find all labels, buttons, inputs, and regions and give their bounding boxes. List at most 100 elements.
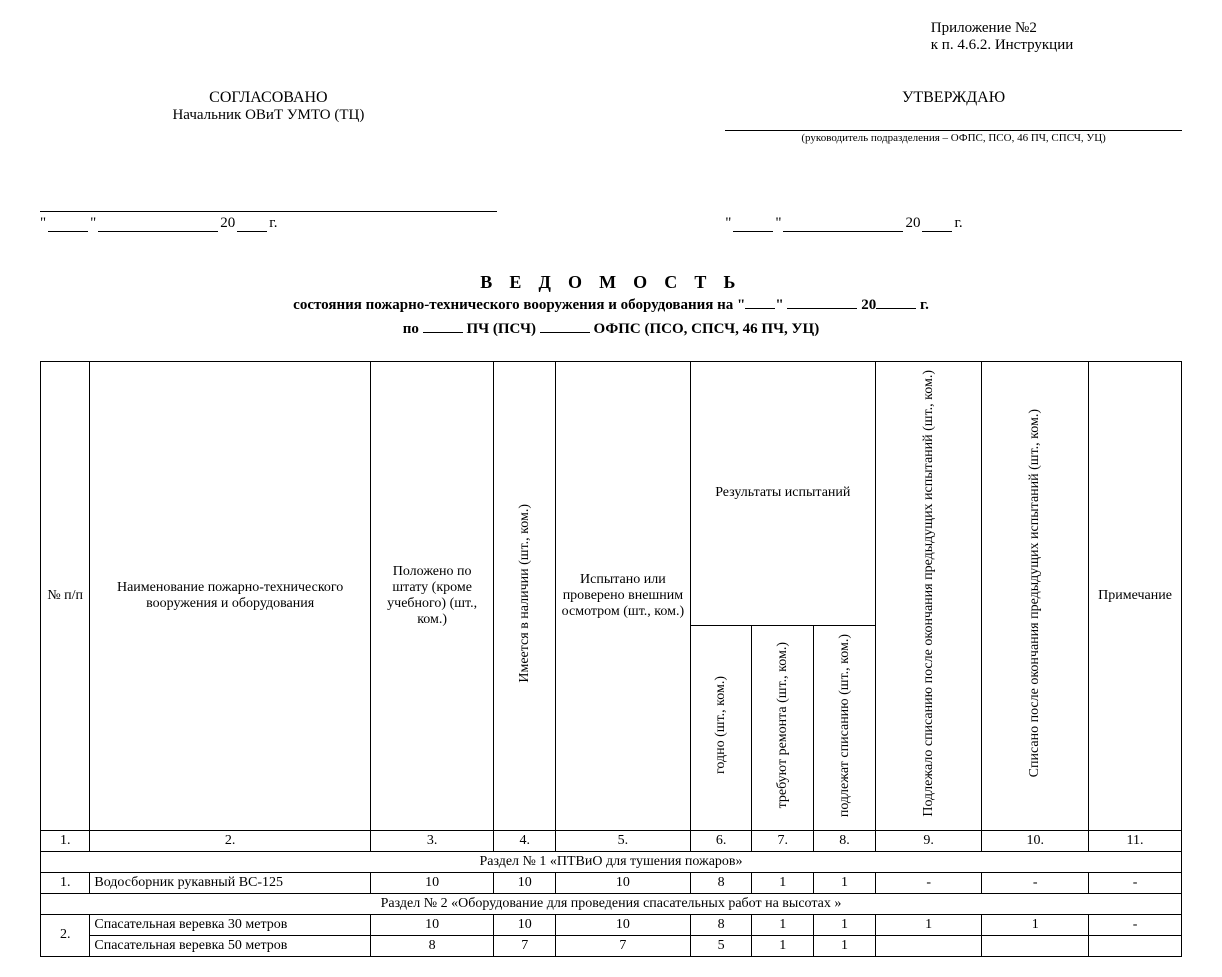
h-c4: Имеется в наличии (шт., ком.) xyxy=(494,362,556,831)
date-row xyxy=(40,194,1182,212)
n3: 3. xyxy=(370,830,493,851)
year-blank xyxy=(237,214,267,232)
r1-v6: - xyxy=(875,872,982,893)
t2c: 20 xyxy=(857,297,876,313)
day-blank xyxy=(48,214,88,232)
h-c3: Положено по штату (кроме учебного) (шт.,… xyxy=(370,362,493,831)
right-hint: (руководитель подразделения – ОФПС, ПСО,… xyxy=(725,132,1182,144)
sec2-text: Раздел № 2 «Оборудование для проведения … xyxy=(41,893,1182,914)
h-c1: № п/п xyxy=(41,362,90,831)
data-row-2: 2. Спасательная веревка 30 метров 10 10 … xyxy=(41,914,1182,935)
t2-year xyxy=(876,308,916,309)
r3-v3: 5 xyxy=(690,935,752,956)
title-main: В Е Д О М О С Т Ь xyxy=(40,272,1182,293)
r3-v6 xyxy=(875,935,982,956)
appendix-line1: Приложение №2 xyxy=(931,20,1182,37)
r2-v5: 1 xyxy=(814,914,876,935)
r1-v7: - xyxy=(982,872,1089,893)
h-c10: Списано после окончания предыдущих испыт… xyxy=(982,362,1089,831)
left-sig-line xyxy=(40,194,497,212)
n6: 6. xyxy=(690,830,752,851)
t2-day xyxy=(745,308,775,309)
n10: 10. xyxy=(982,830,1089,851)
t3b: ПЧ (ПСЧ) xyxy=(463,321,540,337)
r1-v2: 10 xyxy=(556,872,691,893)
month-blank xyxy=(98,214,218,232)
approval-left: СОГЛАСОВАНО Начальник ОВиТ УМТО (ТЦ) xyxy=(40,89,497,144)
h-c8: подлежат списанию (шт., ком.) xyxy=(814,625,876,830)
r1-n: 1. xyxy=(41,872,90,893)
t2-month xyxy=(787,308,857,309)
h-c7-t: требуют ремонта (шт., ком.) xyxy=(775,636,791,814)
t3a: по xyxy=(403,321,423,337)
r1-v0: 10 xyxy=(370,872,493,893)
r3-name: Спасательная веревка 50 метров xyxy=(90,935,371,956)
r3-v7 xyxy=(982,935,1089,956)
r2-v3: 8 xyxy=(690,914,752,935)
year-prefix: 20 xyxy=(220,215,235,232)
t3-b1 xyxy=(423,332,463,333)
h-c2: Наименование пожарно-технического вооруж… xyxy=(90,362,371,831)
data-row-3: Спасательная веревка 50 метров 8 7 7 5 1… xyxy=(41,935,1182,956)
r2-v0: 10 xyxy=(370,914,493,935)
data-row-1: 1. Водосборник рукавный ВС-125 10 10 10 … xyxy=(41,872,1182,893)
date-row-2: "" 20 г. "" 20 г. xyxy=(40,214,1182,232)
r1-v4: 1 xyxy=(752,872,814,893)
n5: 5. xyxy=(556,830,691,851)
r2-v6: 1 xyxy=(875,914,982,935)
r2-n: 2. xyxy=(41,914,90,956)
right-title: УТВЕРЖДАЮ xyxy=(725,89,1182,107)
h-c6: годно (шт., ком.) xyxy=(690,625,752,830)
r2-v7: 1 xyxy=(982,914,1089,935)
date-left-box: "" 20 г. xyxy=(40,214,497,232)
left-title: СОГЛАСОВАНО xyxy=(40,89,497,107)
r1-v1: 10 xyxy=(494,872,556,893)
h-c11: Примечание xyxy=(1089,362,1182,831)
main-table: № п/п Наименование пожарно-технического … xyxy=(40,361,1182,957)
r1-name: Водосборник рукавный ВС-125 xyxy=(90,872,371,893)
t3-b2 xyxy=(540,332,590,333)
h-c9: Подлежало списанию после окончания преды… xyxy=(875,362,982,831)
date-right-placeholder xyxy=(725,194,1182,212)
h-c4-t: Имеется в наличии (шт., ком.) xyxy=(517,498,533,689)
sec1-text: Раздел № 1 «ПТВиО для тушения пожаров» xyxy=(41,851,1182,872)
h-c10-t: Списано после окончания предыдущих испыт… xyxy=(1027,403,1043,783)
r1-v5: 1 xyxy=(814,872,876,893)
day-blank-r xyxy=(733,214,773,232)
n8: 8. xyxy=(814,830,876,851)
n11: 11. xyxy=(1089,830,1182,851)
n7: 7. xyxy=(752,830,814,851)
r3-v2: 7 xyxy=(556,935,691,956)
number-row: 1. 2. 3. 4. 5. 6. 7. 8. 9. 10. 11. xyxy=(41,830,1182,851)
n1: 1. xyxy=(41,830,90,851)
h-c5: Испытано или проверено внешним осмотром … xyxy=(556,362,691,831)
appendix-block: Приложение №2 к п. 4.6.2. Инструкции xyxy=(931,20,1182,54)
r3-v0: 8 xyxy=(370,935,493,956)
r2-v8: - xyxy=(1089,914,1182,935)
month-blank-r xyxy=(783,214,903,232)
n9: 9. xyxy=(875,830,982,851)
year-prefix-r: 20 xyxy=(905,215,920,232)
h-c7: требуют ремонта (шт., ком.) xyxy=(752,625,814,830)
t2b: " xyxy=(775,297,787,313)
r3-v5: 1 xyxy=(814,935,876,956)
r3-v8 xyxy=(1089,935,1182,956)
title-line3: по ПЧ (ПСЧ) ОФПС (ПСО, СПСЧ, 46 ПЧ, УЦ) xyxy=(40,317,1182,341)
date-left xyxy=(40,194,497,212)
r3-v1: 7 xyxy=(494,935,556,956)
year-suffix-r: г. xyxy=(954,215,962,232)
r2-v4: 1 xyxy=(752,914,814,935)
approval-right: УТВЕРЖДАЮ (руководитель подразделения – … xyxy=(725,89,1182,144)
section-1: Раздел № 1 «ПТВиО для тушения пожаров» xyxy=(41,851,1182,872)
n4: 4. xyxy=(494,830,556,851)
date-right-box: "" 20 г. xyxy=(725,214,1182,232)
h-c8-t: подлежат списанию (шт., ком.) xyxy=(837,628,853,823)
section-2: Раздел № 2 «Оборудование для проведения … xyxy=(41,893,1182,914)
t2a: состояния пожарно-технического вооружени… xyxy=(293,297,745,313)
title-block: В Е Д О М О С Т Ь состояния пожарно-техн… xyxy=(40,272,1182,341)
year-suffix: г. xyxy=(269,215,277,232)
top-row: СОГЛАСОВАНО Начальник ОВиТ УМТО (ТЦ) УТВ… xyxy=(40,89,1182,144)
r2-v1: 10 xyxy=(494,914,556,935)
left-subtitle: Начальник ОВиТ УМТО (ТЦ) xyxy=(40,107,497,124)
r2-name: Спасательная веревка 30 метров xyxy=(90,914,371,935)
